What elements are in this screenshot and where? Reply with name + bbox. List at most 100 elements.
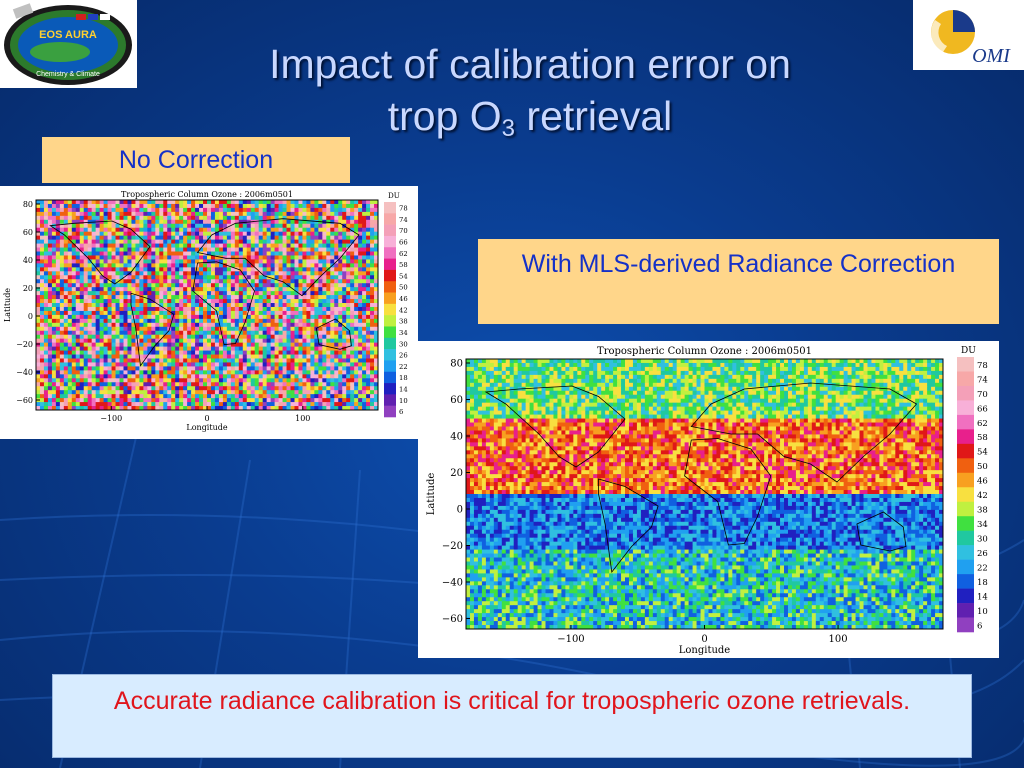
x-tick-label: 100 bbox=[829, 634, 848, 645]
svg-text:OMI: OMI bbox=[972, 45, 1011, 67]
y-tick-label: 20 bbox=[23, 284, 33, 293]
slide-title: Impact of calibration error on trop O3 r… bbox=[150, 38, 910, 142]
colorbar-tick-label: 38 bbox=[399, 318, 408, 326]
colorbar-tick-label: 46 bbox=[977, 477, 988, 487]
colorbar-swatch bbox=[957, 559, 974, 575]
x-tick-label: 100 bbox=[295, 414, 310, 423]
y-tick-label: −20 bbox=[16, 340, 33, 349]
y-tick-label: 80 bbox=[450, 359, 463, 370]
colorbar-tick-label: 78 bbox=[399, 204, 408, 212]
coastlines bbox=[484, 382, 918, 573]
y-tick-label: −20 bbox=[442, 541, 463, 552]
y-axis: 80 60 40 20 0 −20 −40 −60 bbox=[442, 359, 470, 625]
svg-text:EOS AURA: EOS AURA bbox=[39, 29, 97, 41]
colorbar-swatch bbox=[384, 371, 396, 384]
colorbar-tick-label: 66 bbox=[399, 238, 408, 246]
ozone-map-with-correction: Tropospheric Column Ozone : 2006m0501 80 6… bbox=[418, 341, 999, 658]
colorbar-swatch bbox=[384, 360, 396, 373]
colorbar-unit: DU bbox=[961, 346, 976, 356]
coastlines bbox=[49, 218, 360, 367]
ozone-field bbox=[466, 359, 944, 630]
colorbar-tick-label: 30 bbox=[399, 340, 408, 348]
colorbar-swatch bbox=[384, 349, 396, 361]
y-tick-label: 40 bbox=[23, 256, 33, 265]
colorbar-tick-label: 74 bbox=[399, 216, 408, 224]
colorbar-swatch bbox=[957, 545, 974, 560]
x-tick-label: −100 bbox=[100, 414, 122, 423]
colorbar-tick-label: 50 bbox=[399, 284, 408, 292]
colorbar-swatch bbox=[957, 443, 974, 459]
with-correction-label: With MLS-derived Radiance Correction bbox=[478, 239, 999, 324]
colorbar-tick-label: 58 bbox=[399, 261, 408, 269]
colorbar-swatch bbox=[957, 487, 974, 503]
ozone-map-no-correction: Tropospheric Column Ozone : 2006m0501 80 6… bbox=[0, 186, 418, 439]
colorbar-swatch bbox=[384, 326, 396, 339]
colorbar-tick-label: 22 bbox=[977, 563, 988, 573]
colorbar-swatch bbox=[384, 258, 396, 271]
colorbar-swatch bbox=[957, 516, 974, 531]
colorbar-tick-label: 62 bbox=[399, 250, 408, 258]
y-tick-label: −60 bbox=[16, 396, 33, 405]
colorbar-tick-label: 6 bbox=[399, 408, 403, 416]
colorbar-swatch bbox=[957, 588, 974, 604]
colorbar-swatch bbox=[957, 400, 974, 416]
map-title: Tropospheric Column Ozone : 2006m0501 bbox=[597, 346, 812, 357]
y-tick-label: −40 bbox=[442, 578, 463, 589]
colorbar-tick-label: 62 bbox=[977, 419, 988, 429]
colorbar-tick-label: 10 bbox=[977, 607, 988, 617]
conclusion-box: Accurate radiance calibration is critica… bbox=[52, 674, 972, 758]
y-axis-label: Latitude bbox=[426, 473, 437, 516]
map-title: Tropospheric Column Ozone : 2006m0501 bbox=[121, 190, 293, 199]
colorbar-swatch bbox=[384, 213, 396, 225]
x-axis: −100 0 100 bbox=[557, 625, 848, 645]
colorbar-swatch bbox=[384, 394, 396, 406]
colorbar-tick-label: 10 bbox=[399, 397, 408, 405]
x-axis-label: Longitude bbox=[679, 645, 731, 656]
colorbar-tick-label: 70 bbox=[977, 390, 988, 400]
colorbar-swatch bbox=[384, 337, 396, 350]
svg-text:Chemistry & Climate: Chemistry & Climate bbox=[36, 71, 100, 78]
colorbar-tick-label: 42 bbox=[977, 491, 988, 501]
colorbar-tick-label: 74 bbox=[977, 375, 988, 385]
ozone-field bbox=[36, 200, 379, 411]
colorbar-tick-label: 14 bbox=[399, 386, 408, 394]
omi-logo: OMI bbox=[913, 0, 1024, 70]
y-tick-label: 80 bbox=[23, 200, 33, 209]
colorbar-swatch bbox=[384, 315, 396, 327]
colorbar-swatch bbox=[957, 530, 974, 546]
colorbar-swatch bbox=[384, 247, 396, 259]
colorbar-tick-label: 18 bbox=[977, 578, 988, 588]
colorbar-tick-label: 66 bbox=[977, 404, 988, 414]
colorbar-swatch bbox=[957, 617, 974, 633]
colorbar-swatch bbox=[957, 385, 974, 401]
colorbar-tick-label: 22 bbox=[399, 363, 408, 371]
colorbar-swatch bbox=[957, 371, 974, 387]
colorbar-swatch bbox=[957, 501, 974, 517]
y-tick-label: 0 bbox=[28, 312, 33, 321]
colorbar-tick-label: 26 bbox=[977, 549, 988, 559]
colorbar-tick-label: 14 bbox=[977, 592, 988, 602]
colorbar-tick-label: 58 bbox=[977, 433, 988, 443]
x-tick-label: 0 bbox=[204, 414, 209, 423]
colorbar-tick-label: 18 bbox=[399, 374, 408, 382]
y-tick-label: 20 bbox=[450, 468, 463, 479]
colorbar-tick-label: 54 bbox=[977, 448, 988, 458]
colorbar-unit: DU bbox=[388, 191, 400, 200]
x-tick-label: 0 bbox=[701, 634, 707, 645]
eos-aura-logo: EOS AURA Chemistry & Climate bbox=[0, 0, 137, 88]
colorbar-swatch bbox=[957, 574, 974, 589]
x-axis: −100 0 100 bbox=[100, 406, 310, 423]
colorbar-swatch bbox=[384, 383, 396, 395]
colorbar-swatch bbox=[384, 235, 396, 248]
y-tick-label: 60 bbox=[450, 395, 463, 406]
colorbar-swatch bbox=[384, 281, 396, 293]
colorbar-swatch bbox=[957, 603, 974, 618]
y-tick-label: −60 bbox=[442, 614, 463, 625]
colorbar-tick-label: 78 bbox=[977, 361, 988, 371]
colorbar-tick-label: 30 bbox=[977, 535, 988, 545]
title-line-1: Impact of calibration error on bbox=[269, 41, 791, 87]
colorbar-tick-label: 70 bbox=[399, 227, 408, 235]
colorbar-swatch bbox=[384, 292, 396, 305]
y-axis-label: Latitude bbox=[3, 288, 12, 322]
colorbar-tick-label: 38 bbox=[977, 506, 988, 516]
